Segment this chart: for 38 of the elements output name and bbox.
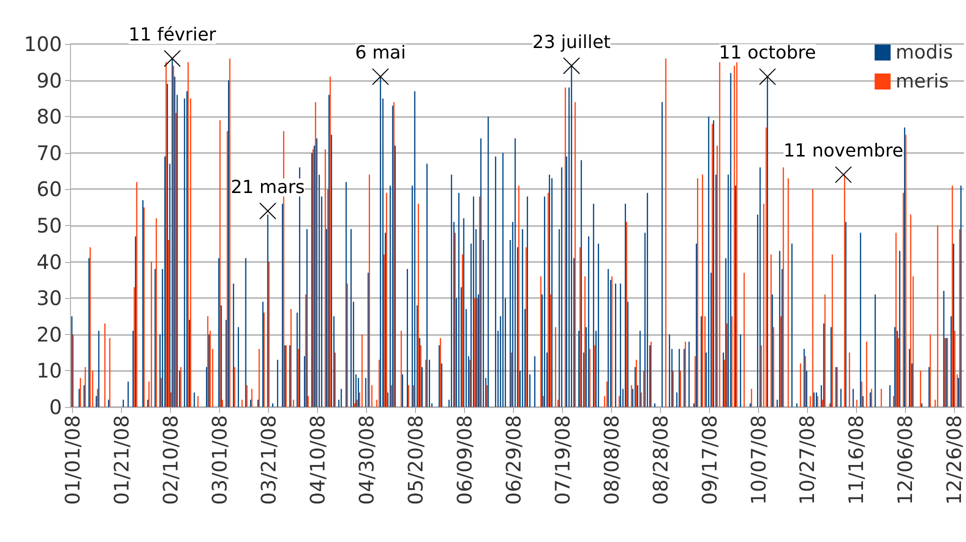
x-tick-label: 08/28/08 xyxy=(648,415,672,505)
y-tick-label: 90 xyxy=(36,68,62,92)
annotation: 21 mars xyxy=(230,176,305,198)
x-tick-label: 01/21/08 xyxy=(109,415,134,505)
annotation: 11 novembre xyxy=(783,140,904,162)
y-tick-label: 0 xyxy=(49,395,62,419)
y-tick-label: 30 xyxy=(36,286,62,310)
x-tick-label: 09/17/08 xyxy=(697,415,722,505)
x-tick-label: 01/01/08 xyxy=(60,415,84,505)
y-tick-label: 50 xyxy=(36,214,62,238)
x-tick-label: 04/30/08 xyxy=(354,415,378,505)
x-tick-label: 02/10/08 xyxy=(158,415,182,505)
y-tick-label: 20 xyxy=(36,322,62,346)
legend-label: meris xyxy=(896,70,949,92)
y-tick-label: 100 xyxy=(24,32,62,56)
annotation: 6 mai xyxy=(355,42,406,64)
x-tick-label: 04/10/08 xyxy=(305,415,330,505)
x-tick-label: 03/21/08 xyxy=(256,415,280,505)
legend-label: modis xyxy=(896,42,954,64)
x-tick-label: 06/29/08 xyxy=(501,415,526,505)
x-tick-label: 08/08/08 xyxy=(599,415,624,505)
x-tick-label: 12/06/08 xyxy=(893,415,918,505)
y-tick-label: 70 xyxy=(36,140,62,165)
y-tick-label: 60 xyxy=(36,177,62,202)
x-tick-label: 03/01/08 xyxy=(207,415,232,505)
annotation: 11 février xyxy=(128,24,217,46)
annotation: 11 octobre xyxy=(718,42,816,64)
annotation: 23 juillet xyxy=(532,32,611,53)
x-tick-label: 12/26/08 xyxy=(942,415,966,505)
x-tick-label: 07/19/08 xyxy=(550,415,574,505)
x-tick-label: 10/07/08 xyxy=(746,415,770,505)
x-tick-label: 10/27/08 xyxy=(795,415,820,505)
x-tick-label: 11/16/08 xyxy=(844,415,868,505)
y-tick-label: 80 xyxy=(36,104,62,129)
y-tick-label: 10 xyxy=(36,358,62,383)
x-tick-label: 05/20/08 xyxy=(403,415,428,505)
x-tick-label: 06/09/08 xyxy=(452,415,476,505)
y-tick-label: 40 xyxy=(36,250,62,274)
